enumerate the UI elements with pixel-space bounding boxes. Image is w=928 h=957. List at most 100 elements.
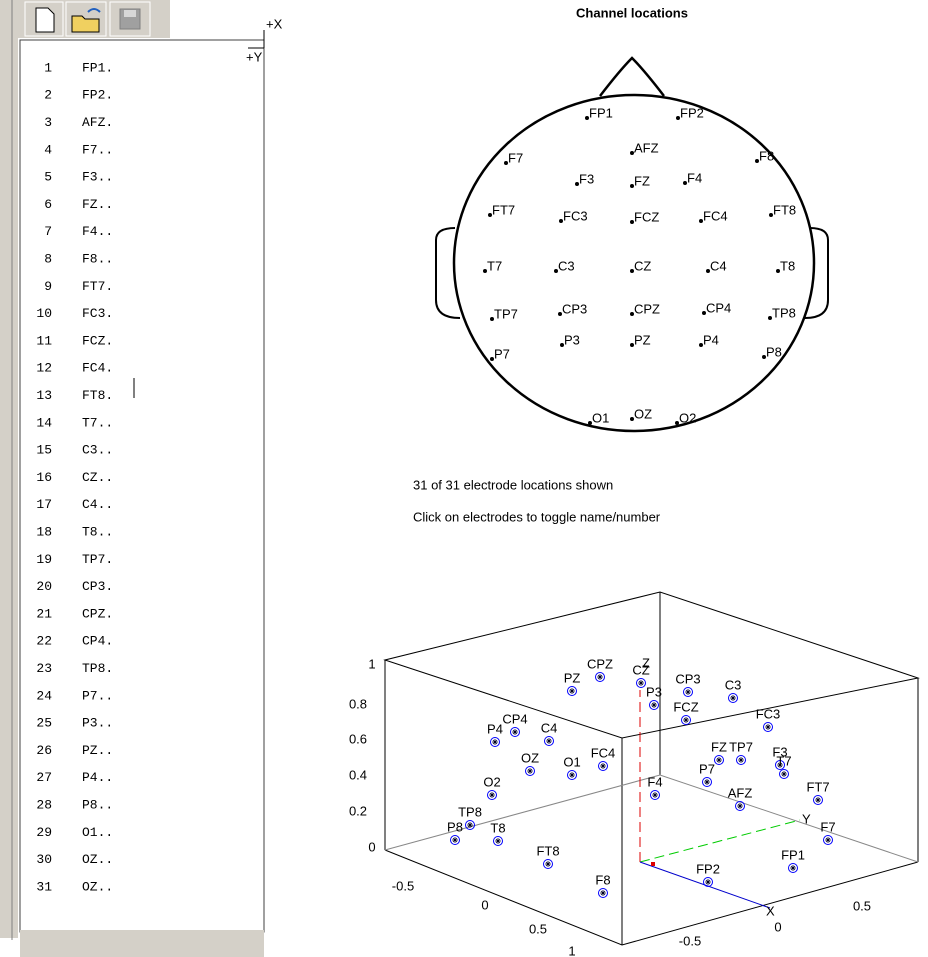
- electrode-label[interactable]: FP1: [589, 105, 613, 120]
- electrode-3d-label: C4: [541, 720, 558, 735]
- electrode-3d-label: CZ: [632, 662, 649, 677]
- electrode-star: [600, 763, 606, 769]
- electrode-label[interactable]: AFZ: [634, 140, 659, 155]
- line-number: 20: [36, 579, 52, 594]
- electrode-label[interactable]: C3: [558, 258, 575, 273]
- electrode-3d-label: FT7: [806, 779, 829, 794]
- electrode-label[interactable]: FC3: [563, 208, 588, 223]
- electrode-label[interactable]: F3: [579, 171, 594, 186]
- electrode-label[interactable]: T7: [487, 258, 502, 273]
- line-text: OZ..: [82, 852, 113, 867]
- electrode-label[interactable]: O1: [592, 410, 609, 425]
- electrode-star: [738, 757, 744, 763]
- line-number: 6: [44, 197, 52, 212]
- line-number: 11: [36, 333, 52, 348]
- electrode-label[interactable]: TP7: [494, 306, 518, 321]
- electrode-3d-label: CP4: [502, 711, 527, 726]
- electrode-label[interactable]: FT7: [492, 202, 515, 217]
- box: [385, 592, 918, 945]
- line-number: 29: [36, 825, 52, 840]
- nose: [600, 58, 664, 96]
- line-number: 5: [44, 170, 52, 185]
- electrode-star: [825, 837, 831, 843]
- electrode-label[interactable]: F4: [687, 170, 702, 185]
- electrode-label[interactable]: FT8: [773, 202, 796, 217]
- line-text: PZ..: [82, 743, 113, 758]
- topo-title: Channel locations: [576, 5, 688, 20]
- line-number: 18: [36, 525, 52, 540]
- page: +X +Y Channel locations 31 of 31 electro…: [0, 0, 928, 957]
- line-text: FP2.: [82, 88, 113, 103]
- electrode-3d-label: FCZ: [673, 699, 698, 714]
- electrode-3d-label: C3: [725, 677, 742, 692]
- electrode-3d-label: FP1: [781, 847, 805, 862]
- line-text: F3..: [82, 170, 113, 185]
- line-text: AFZ.: [82, 115, 113, 130]
- y-axis-label: Y: [802, 811, 811, 826]
- electrode-3d-label: TP8: [458, 804, 482, 819]
- electrode-label[interactable]: CZ: [634, 258, 651, 273]
- electrode-star: [651, 702, 657, 708]
- electrode-label[interactable]: T8: [780, 258, 795, 273]
- z-tick-label: 1: [368, 656, 375, 671]
- line-number: 4: [44, 142, 52, 157]
- electrode-label[interactable]: P7: [494, 346, 510, 361]
- electrode-label[interactable]: C4: [710, 258, 727, 273]
- line-number: 8: [44, 252, 52, 267]
- line-text: CPZ.: [82, 606, 113, 621]
- line-text: OZ..: [82, 879, 113, 894]
- line-number: 21: [36, 606, 52, 621]
- electrode-label[interactable]: CP4: [706, 300, 731, 315]
- electrode-3d-label: O1: [563, 754, 580, 769]
- left-strip: [0, 38, 18, 938]
- line-number: 22: [36, 634, 52, 649]
- electrode-star: [705, 879, 711, 885]
- line-text: TP8.: [82, 661, 113, 676]
- electrode-label[interactable]: TP8: [772, 305, 796, 320]
- line-number: 15: [36, 443, 52, 458]
- electrode-star: [765, 724, 771, 730]
- electrode-star: [597, 674, 603, 680]
- save-button[interactable]: [110, 2, 150, 36]
- open-button[interactable]: [66, 2, 106, 36]
- line-number: 1: [44, 60, 52, 75]
- electrode-star: [545, 861, 551, 867]
- electrode-3d-label: FT8: [536, 843, 559, 858]
- electrode-label[interactable]: P8: [766, 344, 782, 359]
- y-tick-label: -0.5: [679, 933, 701, 948]
- new-file-button[interactable]: [25, 2, 63, 36]
- line-text: P8..: [82, 798, 113, 813]
- electrode-label[interactable]: OZ: [634, 406, 652, 421]
- electrode-label[interactable]: FP2: [680, 105, 704, 120]
- line-text: C3..: [82, 443, 113, 458]
- line-number: 9: [44, 279, 52, 294]
- electrode-label[interactable]: O2: [679, 410, 696, 425]
- electrode-star: [569, 772, 575, 778]
- electrode-label[interactable]: PZ: [634, 332, 651, 347]
- line-text: O1..: [82, 825, 113, 840]
- electrode-3d-label: F4: [647, 774, 662, 789]
- line-number: 27: [36, 770, 52, 785]
- electrode-star: [546, 738, 552, 744]
- electrode-star: [569, 688, 575, 694]
- line-number: 10: [36, 306, 52, 321]
- electrode-3d-label: AFZ: [728, 785, 753, 800]
- electrode-label[interactable]: F8: [759, 148, 774, 163]
- electrode-3d-label: CPZ: [587, 656, 613, 671]
- hint-text: Click on electrodes to toggle name/numbe…: [413, 509, 661, 524]
- x-tick-label: -0.5: [392, 878, 414, 893]
- electrode-star: [452, 837, 458, 843]
- electrode-star: [716, 757, 722, 763]
- orientation-x: +X: [266, 16, 283, 31]
- electrode-label[interactable]: FC4: [703, 208, 728, 223]
- electrode-label[interactable]: P4: [703, 332, 719, 347]
- electrode-label[interactable]: F7: [508, 150, 523, 165]
- electrode-label[interactable]: P3: [564, 332, 580, 347]
- electrode-label[interactable]: CP3: [562, 301, 587, 316]
- electrode-label[interactable]: CPZ: [634, 301, 660, 316]
- line-text: CZ..: [82, 470, 113, 485]
- line-number: 19: [36, 552, 52, 567]
- electrode-3d-label: TP7: [729, 739, 753, 754]
- electrode-label[interactable]: FCZ: [634, 209, 659, 224]
- electrode-label[interactable]: FZ: [634, 173, 650, 188]
